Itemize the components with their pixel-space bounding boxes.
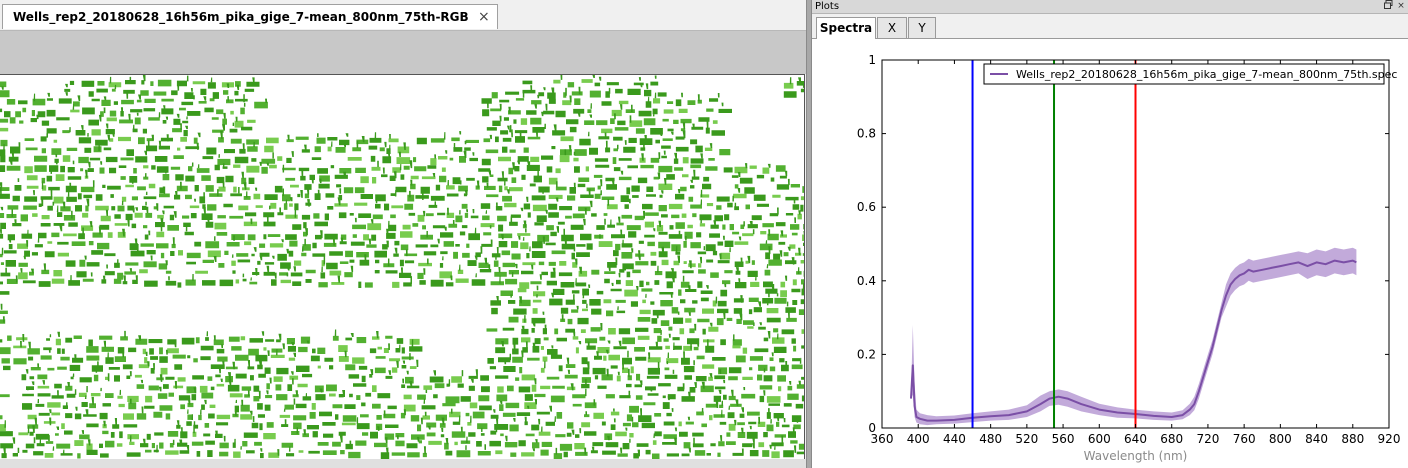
x-tick-label: 520 (1015, 432, 1038, 446)
vegetation-dark (0, 75, 804, 459)
y-tick-label: 0.6 (857, 200, 876, 214)
y-tick-label: 0.2 (857, 347, 876, 361)
x-axis-label: Wavelength (nm) (1084, 449, 1188, 463)
rgb-image-canvas[interactable] (0, 74, 805, 460)
x-tick-label: 840 (1305, 432, 1328, 446)
plot-tab-bar: Spectra X Y (812, 14, 1408, 39)
x-tick-label: 440 (943, 432, 966, 446)
y-tick-label: 1 (868, 53, 876, 67)
x-tick-label: 600 (1088, 432, 1111, 446)
y-tick-label: 0.4 (857, 274, 876, 288)
x-tick-label: 400 (907, 432, 930, 446)
plots-panel: Plots × Spectra X Y 360 400 440 480 520 560 60… (812, 0, 1408, 468)
restore-icon[interactable] (1383, 0, 1393, 12)
image-view-pane: Wells_rep2_20180628_16h56m_pika_gige_7-m… (0, 0, 806, 468)
plant-rows (0, 75, 804, 459)
x-tick-label: 560 (1052, 432, 1075, 446)
x-tick-label: 360 (871, 432, 894, 446)
legend-box (983, 63, 1385, 85)
x-tick-label: 680 (1160, 432, 1183, 446)
y-tick-label: 0.8 (857, 127, 876, 141)
plots-panel-title: Plots (815, 1, 840, 12)
legend-label: Wells_rep2_20180628_16h56m_pika_gige_7-m… (1016, 68, 1397, 81)
tab-x[interactable]: X (877, 17, 907, 38)
x-tick-label: 800 (1269, 432, 1292, 446)
spectrum-std-band (911, 247, 1357, 426)
tab-spectra[interactable]: Spectra (816, 17, 876, 39)
y-tick-label: 0 (868, 421, 876, 435)
x-tick-label: 920 (1378, 432, 1401, 446)
spectra-plot[interactable]: 360 400 440 480 520 560 600 640 680 720 760 800 840 8… (812, 39, 1408, 468)
spectrum-mean-line (910, 259, 1357, 422)
image-view-margin (0, 31, 806, 74)
plots-panel-header: Plots × (812, 0, 1408, 14)
x-tick-label: 760 (1233, 432, 1256, 446)
vegetation-mid (0, 79, 804, 459)
chart-legend: Wells_rep2_20180628_16h56m_pika_gige_7-m… (983, 63, 1397, 85)
document-tab-bar: Wells_rep2_20180628_16h56m_pika_gige_7-m… (0, 0, 806, 31)
x-tick-label: 720 (1196, 432, 1219, 446)
x-tick-label: 640 (1124, 432, 1147, 446)
pane-splitter[interactable] (806, 0, 812, 468)
spectra-chart[interactable]: 360 400 440 480 520 560 600 640 680 720 760 800 840 8… (812, 39, 1408, 468)
close-icon[interactable]: × (477, 9, 490, 25)
document-tab[interactable]: Wells_rep2_20180628_16h56m_pika_gige_7-m… (2, 4, 498, 29)
image-view-bottom-margin (0, 459, 806, 468)
close-icon[interactable]: × (1397, 1, 1405, 11)
x-tick-label: 480 (979, 432, 1002, 446)
x-tick-label: 880 (1341, 432, 1364, 446)
rgb-image[interactable] (0, 75, 804, 459)
tab-y[interactable]: Y (908, 17, 936, 38)
document-tab-label: Wells_rep2_20180628_16h56m_pika_gige_7-m… (13, 10, 469, 24)
